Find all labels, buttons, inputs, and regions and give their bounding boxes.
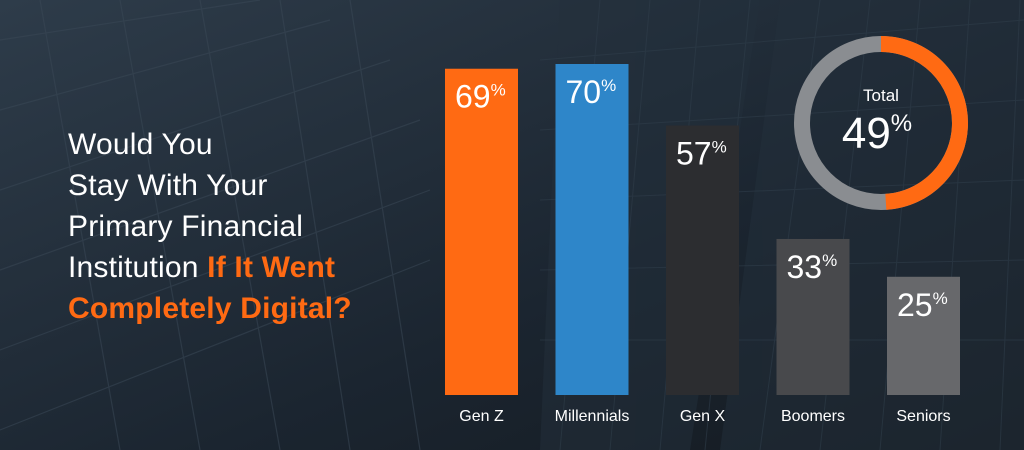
headline-line-4-plain: Institution xyxy=(68,251,208,284)
bar-value-label-seniors: 25% xyxy=(897,287,948,323)
headline-line-5-highlight: Completely Digital? xyxy=(68,292,352,325)
donut-value-arc xyxy=(794,36,968,210)
bar-value-label-boomers: 33% xyxy=(787,249,838,285)
category-label-millennials: Millennials xyxy=(555,408,630,425)
headline-line-3: Primary Financial xyxy=(68,210,304,243)
bar-value-label-gen-x: 57% xyxy=(676,135,727,171)
headline-line-2: Stay With Your xyxy=(68,169,268,202)
category-label-gen-x: Gen X xyxy=(680,408,726,425)
headline-line-4-highlight: If It Went xyxy=(207,251,336,284)
bar-value-label-gen-z: 69% xyxy=(455,79,506,115)
category-label-seniors: Seniors xyxy=(896,408,950,425)
bar-gen-z xyxy=(445,68,518,395)
category-label-boomers: Boomers xyxy=(781,408,845,425)
bar-seniors xyxy=(887,276,960,395)
bar-gen-x xyxy=(666,125,739,395)
headline-line-4: Institution If It Went xyxy=(68,247,398,288)
category-label-gen-z: Gen Z xyxy=(459,408,504,425)
bar-millennials xyxy=(555,64,629,395)
headline: Would You Stay With Your Primary Financi… xyxy=(68,124,398,329)
bar-value-label-millennials: 70% xyxy=(566,74,617,110)
headline-line-1: Would You xyxy=(68,128,213,161)
donut-label: Total xyxy=(863,86,899,105)
donut-value: 49% xyxy=(842,109,912,158)
bar-boomers xyxy=(776,238,850,395)
